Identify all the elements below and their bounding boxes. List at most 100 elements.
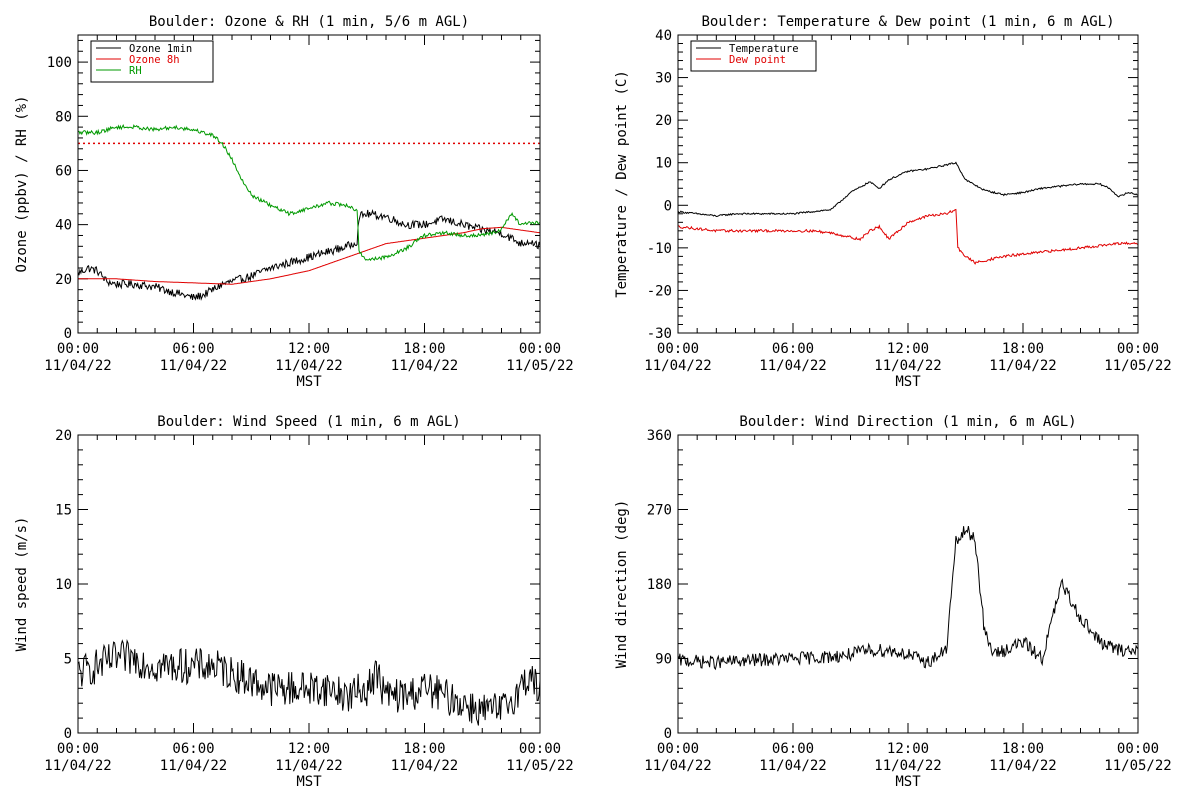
chart-title: Boulder: Wind Speed (1 min, 6 m AGL) [157,414,460,430]
y-tick-label: 0 [64,326,72,342]
y-tick-label: 20 [55,272,72,288]
y-tick-label: 20 [55,428,72,444]
y-tick-label: 270 [647,503,672,519]
chart-panel-2: Boulder: Wind Speed (1 min, 6 m AGL) Wind… [14,414,574,790]
series-group [678,161,1138,265]
x-tick-time-label: 06:00 [772,741,814,757]
chart-panel-1: Boulder: Temperature & Dew point (1 min,… [614,14,1172,390]
y-tick-label: 10 [55,577,72,593]
x-tick-date-label: 11/04/22 [874,358,941,374]
y-tick-label: -20 [647,283,672,299]
x-tick-time-label: 18:00 [1002,341,1044,357]
y-tick-label: 5 [64,652,72,668]
series-group [78,639,540,726]
series-group [678,526,1138,671]
y-axis-label: Wind speed (m/s) [14,517,30,652]
x-tick-date-label: 11/04/22 [644,758,711,774]
x-tick-date-label: 11/04/22 [391,358,458,374]
x-tick-date-label: 11/04/22 [989,358,1056,374]
x-tick-time-label: 00:00 [519,741,561,757]
y-tick-label: 80 [55,109,72,125]
legend-entry: Dew point [729,54,786,66]
y-tick-label: 40 [55,218,72,234]
chart-title: Boulder: Wind Direction (1 min, 6 m AGL) [739,414,1076,430]
x-tick-date-label: 11/04/22 [874,758,941,774]
x-axis-label: MST [296,374,322,390]
x-tick-date-label: 11/04/22 [275,358,342,374]
x-tick-date-label: 11/04/22 [759,758,826,774]
chart-title: Boulder: Ozone & RH (1 min, 5/6 m AGL) [149,14,469,30]
series-line [678,161,1138,218]
legend-entry: Ozone 8h [129,54,180,66]
series-line [78,124,540,262]
y-tick-label: 360 [647,428,672,444]
legend-entry: Temperature [729,43,799,55]
x-tick-time-label: 12:00 [288,741,330,757]
x-tick-time-label: 06:00 [172,341,214,357]
y-tick-label: 40 [655,28,672,44]
x-axis-label: MST [895,374,921,390]
y-tick-label: 10 [655,156,672,172]
legend-entry: Ozone 1min [129,43,192,55]
x-tick-date-label: 11/04/22 [644,358,711,374]
x-axis-label: MST [296,774,322,790]
chart-panel-3: Boulder: Wind Direction (1 min, 6 m AGL)… [614,414,1172,790]
x-tick-date-label: 11/04/22 [391,758,458,774]
x-tick-date-label: 11/04/22 [44,358,111,374]
plot-frame [677,34,1139,334]
y-tick-label: 0 [664,198,672,214]
y-tick-label: 90 [655,652,672,668]
x-tick-date-label: 11/05/22 [506,358,573,374]
x-tick-time-label: 00:00 [1117,741,1159,757]
y-axis-label: Wind direction (deg) [614,500,630,669]
y-tick-label: 30 [655,71,672,87]
y-axis-label: Ozone (ppbv) / RH (%) [14,95,30,272]
y-tick-label: 0 [664,726,672,742]
plot-frame [77,434,541,734]
x-tick-date-label: 11/04/22 [759,358,826,374]
y-tick-label: 0 [64,726,72,742]
y-tick-label: 180 [647,577,672,593]
y-tick-label: 100 [47,55,72,71]
series-line [78,226,540,285]
chart-title: Boulder: Temperature & Dew point (1 min,… [701,14,1114,30]
x-tick-date-label: 11/04/22 [989,758,1056,774]
series-group [78,124,540,301]
x-tick-time-label: 18:00 [403,341,445,357]
legend-box [690,40,817,72]
x-tick-date-label: 11/05/22 [1104,758,1171,774]
x-tick-time-label: 00:00 [657,341,699,357]
series-line [78,639,540,726]
x-axis-label: MST [895,774,921,790]
x-tick-time-label: 00:00 [57,741,99,757]
x-tick-time-label: 00:00 [657,741,699,757]
y-tick-label: 60 [55,163,72,179]
x-tick-date-label: 11/04/22 [160,758,227,774]
y-tick-label: -10 [647,241,672,257]
x-tick-date-label: 11/04/22 [160,358,227,374]
chart-panel-0: Boulder: Ozone & RH (1 min, 5/6 m AGL) Oz… [14,14,574,390]
y-axis-label: Temperature / Dew point (C) [614,70,630,298]
x-tick-time-label: 00:00 [57,341,99,357]
x-tick-time-label: 00:00 [519,341,561,357]
legend-entry: RH [129,65,142,77]
y-tick-label: 15 [55,503,72,519]
series-line [78,208,540,301]
x-tick-time-label: 12:00 [288,341,330,357]
plot-frame [77,34,541,334]
x-tick-date-label: 11/05/22 [506,758,573,774]
x-tick-time-label: 18:00 [403,741,445,757]
series-line [678,526,1138,671]
x-tick-time-label: 06:00 [172,741,214,757]
x-tick-date-label: 11/05/22 [1104,358,1171,374]
x-tick-time-label: 06:00 [772,341,814,357]
series-line [678,208,1138,265]
x-tick-time-label: 00:00 [1117,341,1159,357]
x-tick-time-label: 18:00 [1002,741,1044,757]
x-tick-date-label: 11/04/22 [275,758,342,774]
x-tick-date-label: 11/04/22 [44,758,111,774]
